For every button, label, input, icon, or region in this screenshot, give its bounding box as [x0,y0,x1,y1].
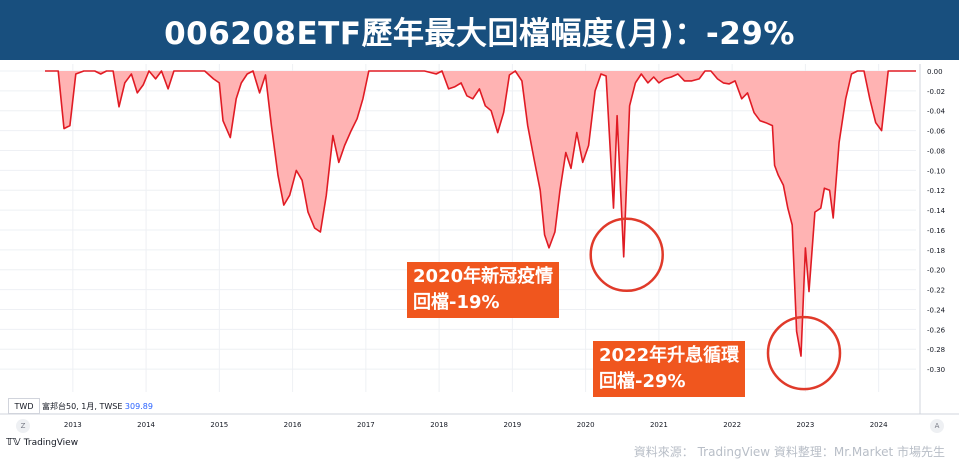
y-tick-label: -0.08 [927,147,945,155]
x-tick-label: 2022 [723,421,741,429]
x-tick-label: 2024 [870,421,888,429]
x-tick-label: 2017 [357,421,375,429]
x-tick-label: 2018 [430,421,448,429]
y-tick-label: -0.12 [927,187,945,195]
y-tick-label: -0.14 [927,207,946,215]
y-tick-label: -0.20 [927,267,945,275]
drawdown-series [45,70,916,357]
last-price: 309.89 [124,402,153,411]
annotation-rate-hike: 2022年升息循環 回檔-29% [593,341,746,397]
tradingview-logo-icon: 𝕋𝕍 [6,437,21,448]
x-tick-label: 2015 [210,421,228,429]
y-tick-label: -0.26 [927,326,946,334]
drawdown-chart: 0.00 -0.02 -0.04 -0.06 -0.08 -0.10 -0.12 -0.14 -… [0,60,959,464]
source-credit: 資料來源： TradingView 資料整理：Mr.Market 市場先生 [633,445,945,459]
x-tick-label: 2014 [137,421,155,429]
chart-title: 006208ETF歷年最大回檔幅度(月)：-29% [0,0,959,60]
annotation-covid-value: 回檔-19% [413,292,500,313]
drawdown-line [45,70,916,357]
y-tick-label: -0.22 [927,287,945,295]
currency-label[interactable]: TWD [8,398,40,414]
x-tick-label: 2013 [64,421,82,429]
y-tick-label: -0.24 [927,306,946,314]
x-tick-label: 2019 [503,421,521,429]
annotation-rate-hike-title: 2022年升息循環 [599,345,740,366]
x-tick-label: 2020 [577,421,595,429]
x-tick-label: 2016 [284,421,302,429]
tradingview-logo-text: TradingView [23,437,79,448]
annotation-rate-hike-value: 回檔-29% [599,371,686,392]
annotation-covid-title: 2020年新冠疫情 [413,266,554,287]
y-tick-label: -0.10 [927,167,945,175]
symbol-info: 富邦台50, 1月, TWSE 309.89 [42,401,153,412]
y-tick-label: 0.00 [927,68,943,76]
covid-trough-circle [589,217,664,293]
zoom-reset-button[interactable]: Z [16,419,30,433]
y-tick-label: -0.04 [927,108,946,116]
x-tick-label: 2021 [650,421,668,429]
y-tick-label: -0.06 [927,128,946,136]
drawdown-area [45,71,916,357]
tradingview-logo: 𝕋𝕍 TradingView [6,437,78,448]
axes: 0.00 -0.02 -0.04 -0.06 -0.08 -0.10 -0.12 -0.14 -… [0,64,959,429]
y-tick-label: -0.02 [927,88,945,96]
y-tick-label: -0.18 [927,247,945,255]
highlight-circles [589,217,842,391]
auto-scale-button[interactable]: A [930,419,944,433]
rate-hike-trough-circle [766,315,842,391]
annotation-covid: 2020年新冠疫情 回檔-19% [407,262,560,318]
y-tick-label: -0.30 [927,366,945,374]
y-tick-label: -0.28 [927,346,945,354]
symbol-name: 富邦台50, 1月, TWSE [42,402,123,411]
x-tick-label: 2023 [796,421,814,429]
y-tick-label: -0.16 [927,227,946,235]
